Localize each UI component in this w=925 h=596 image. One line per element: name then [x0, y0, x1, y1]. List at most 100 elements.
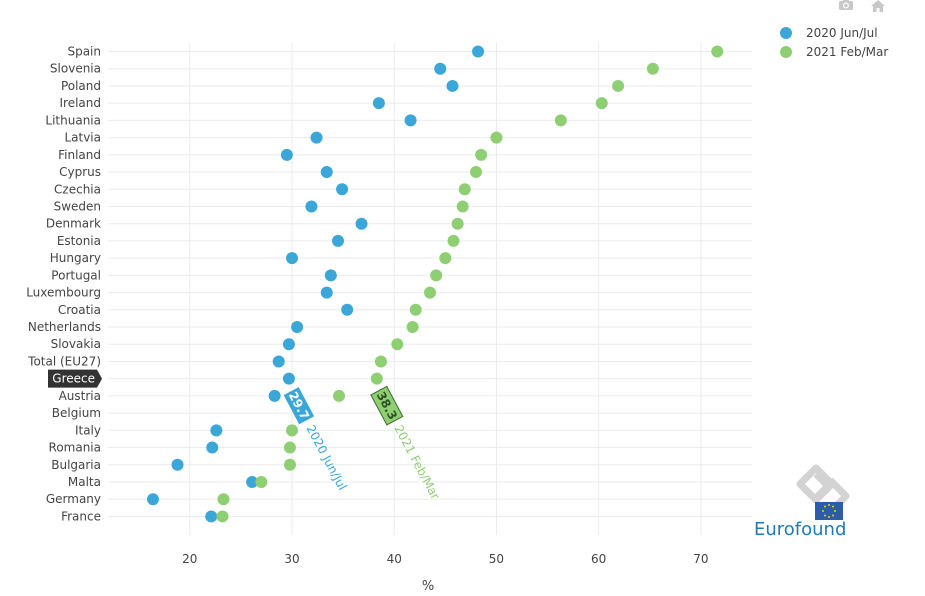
x-tick-labels: 20 30 40 50 60 70 — [182, 552, 708, 566]
y-tick-label: Luxembourg — [26, 286, 101, 300]
x-tick-label: 70 — [693, 552, 708, 566]
y-tick-label: Netherlands — [28, 320, 101, 334]
data-point-series-1[interactable] — [280, 148, 293, 161]
data-point-series-2[interactable] — [595, 97, 608, 110]
data-point-series-1[interactable] — [210, 424, 223, 437]
data-point-series-2[interactable] — [451, 217, 464, 230]
data-point-series-2[interactable] — [283, 458, 296, 471]
x-axis-title: % — [422, 579, 434, 592]
data-point-series-1[interactable] — [305, 200, 318, 213]
legend-marker — [780, 27, 792, 39]
data-point-series-1[interactable] — [355, 217, 368, 230]
data-point-series-2[interactable] — [456, 200, 469, 213]
x-tick-label: 50 — [489, 552, 504, 566]
data-point-series-2[interactable] — [406, 321, 419, 334]
data-points — [146, 45, 724, 523]
y-tick-label: Czechia — [54, 182, 101, 196]
data-point-series-2[interactable] — [430, 269, 443, 282]
data-point-series-1[interactable] — [324, 269, 337, 282]
data-point-series-1[interactable] — [472, 45, 485, 58]
data-point-series-2[interactable] — [646, 62, 659, 75]
data-point-series-1[interactable] — [291, 321, 304, 334]
data-point-series-2[interactable] — [612, 79, 625, 92]
data-point-series-1[interactable] — [246, 476, 259, 488]
data-point-series-1[interactable] — [146, 493, 159, 506]
camera-icon[interactable] — [839, 0, 853, 10]
data-point-series-1[interactable] — [341, 303, 354, 316]
x-tick-label: 30 — [284, 552, 299, 566]
y-tick-label: Romania — [49, 441, 101, 455]
data-point-series-1[interactable] — [332, 234, 344, 247]
y-tick-label: Poland — [61, 79, 101, 93]
data-point-series-1[interactable] — [272, 355, 285, 368]
data-point-series-2[interactable] — [458, 183, 471, 196]
y-tick-label: Belgium — [52, 406, 101, 420]
data-point-series-2[interactable] — [409, 303, 422, 316]
y-tick-label: Total (EU27) — [27, 354, 101, 368]
y-tick-label: Slovenia — [50, 62, 101, 76]
y-tick-label-highlighted: Greece — [48, 369, 102, 388]
eurofound-logo-text: Eurofound — [754, 519, 846, 540]
data-point-series-2[interactable] — [391, 338, 404, 351]
data-point-series-1[interactable] — [286, 252, 298, 265]
y-tick-label: Ireland — [59, 96, 101, 110]
data-point-series-1[interactable] — [320, 286, 333, 299]
data-point-series-1[interactable] — [206, 441, 219, 454]
data-point-series-2[interactable] — [333, 389, 346, 402]
data-point-series-2[interactable] — [711, 45, 724, 58]
y-tick-label: Sweden — [54, 199, 101, 213]
data-point-series-2[interactable] — [255, 476, 268, 488]
y-tick-label-highlight-bg — [48, 369, 102, 388]
y-tick-label: Estonia — [57, 234, 101, 248]
data-point-series-1[interactable] — [205, 510, 218, 523]
data-point-series-1[interactable] — [434, 62, 447, 75]
data-point-series-1[interactable] — [310, 131, 323, 144]
data-point-series-2[interactable] — [216, 510, 229, 523]
data-point-series-2[interactable] — [424, 286, 436, 299]
data-point-series-2[interactable] — [374, 355, 387, 368]
legend-label: 2021 Feb/Mar — [806, 45, 888, 59]
data-point-series-1[interactable] — [336, 183, 349, 196]
y-tick-label: France — [61, 509, 101, 523]
y-tick-label: Cyprus — [59, 165, 101, 179]
data-point-series-1[interactable] — [446, 79, 459, 92]
data-point-series-1[interactable] — [282, 372, 295, 385]
data-point-series-1[interactable] — [320, 166, 333, 179]
hover-label-box — [282, 385, 316, 426]
y-tick-label: Germany — [46, 492, 101, 506]
data-point-series-2[interactable] — [286, 424, 298, 437]
data-point-series-1[interactable] — [268, 389, 281, 402]
y-tick-label: Greece — [52, 372, 95, 386]
data-point-series-2[interactable] — [470, 166, 482, 179]
data-point-series-2[interactable] — [447, 234, 460, 247]
y-tick-label: Italy — [75, 423, 101, 437]
data-point-series-2[interactable] — [475, 148, 488, 161]
y-tick-label: Lithuania — [45, 113, 101, 127]
data-point-series-1[interactable] — [404, 114, 417, 127]
data-point-series-2[interactable] — [554, 114, 567, 127]
y-tick-label: Denmark — [46, 217, 101, 231]
data-point-series-2[interactable] — [217, 493, 230, 506]
data-point-series-2[interactable] — [283, 441, 296, 454]
x-tick-label: 20 — [182, 552, 197, 566]
home-icon[interactable] — [871, 0, 885, 12]
legend-item[interactable]: 2021 Feb/Mar — [780, 45, 888, 59]
data-point-series-1[interactable] — [171, 458, 184, 471]
data-point-series-1[interactable] — [282, 338, 295, 351]
eu-flag-icon — [815, 502, 843, 520]
grid-layer — [108, 43, 752, 535]
y-tick-labels: Spain Slovenia Poland Ireland Lithuania Latvi… — [26, 45, 102, 523]
data-point-series-2[interactable] — [439, 252, 452, 265]
y-tick-label: Hungary — [50, 251, 101, 265]
legend[interactable]: 2020 Jun/Jul 2021 Feb/Mar — [780, 26, 888, 59]
y-tick-label: Austria — [59, 389, 101, 403]
data-point-series-1[interactable] — [372, 97, 385, 110]
legend-item[interactable]: 2020 Jun/Jul — [780, 26, 878, 40]
legend-marker — [780, 46, 792, 58]
data-point-series-2[interactable] — [490, 131, 503, 144]
data-point-series-2[interactable] — [370, 372, 383, 385]
